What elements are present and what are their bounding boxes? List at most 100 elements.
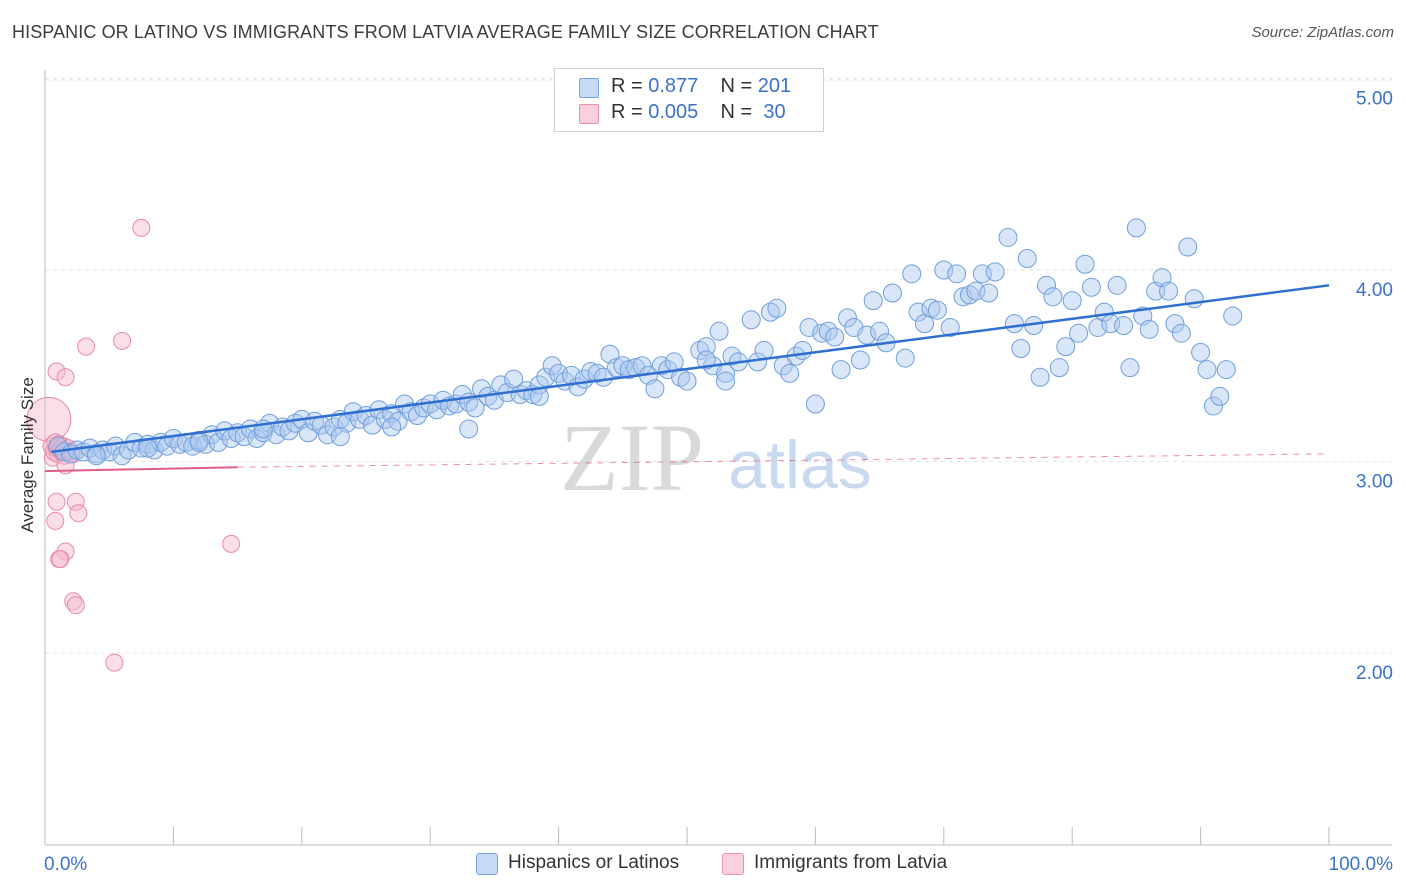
data-point-hispanics — [189, 432, 209, 452]
y-tick-label: 4.00 — [1356, 280, 1393, 301]
data-point-hispanics — [1004, 314, 1024, 334]
data-point-hispanics — [1165, 314, 1185, 334]
legend-swatch-blue — [476, 853, 498, 875]
data-point-hispanics — [1114, 316, 1134, 336]
legend-r-value: 0.877 — [648, 75, 699, 97]
data-point-latvia — [69, 504, 88, 523]
legend-label-hispanics: Hispanics or Latinos — [508, 852, 680, 873]
data-point-latvia — [66, 596, 85, 615]
data-point-hispanics — [1075, 254, 1095, 274]
data-point-latvia — [56, 368, 75, 387]
stats-legend: R = 0.877 N = 201 R = 0.005 N = 30 — [554, 68, 824, 132]
data-point-hispanics — [1223, 306, 1243, 326]
data-point-hispanics — [106, 436, 126, 456]
data-point-hispanics — [696, 337, 716, 357]
data-point-hispanics — [927, 300, 947, 320]
data-point-hispanics — [709, 321, 729, 341]
data-point-hispanics — [1094, 302, 1114, 322]
data-point-hispanics — [953, 287, 973, 307]
data-point-hispanics — [144, 440, 164, 460]
data-point-hispanics — [465, 398, 485, 418]
data-point-latvia — [26, 396, 72, 442]
data-point-hispanics — [208, 432, 228, 452]
data-point-hispanics — [838, 308, 857, 328]
tick-labels: 2.00 3.00 4.00 5.00 0.0% 100.0% — [44, 89, 1393, 876]
data-point-hispanics — [882, 283, 902, 303]
data-point-latvia — [46, 511, 65, 530]
legend-n-label: N = — [720, 101, 758, 123]
data-point-latvia — [66, 492, 85, 511]
data-point-hispanics — [1081, 277, 1101, 297]
y-tick-label: 5.00 — [1356, 89, 1393, 110]
data-point-hispanics — [459, 419, 479, 439]
legend-r-label: R = — [611, 101, 649, 123]
data-point-hispanics — [716, 371, 736, 391]
data-point-latvia — [113, 331, 132, 350]
legend-swatch-pink — [579, 104, 599, 124]
data-point-hispanics — [812, 323, 832, 343]
y-axis-label: Average Family Size — [18, 377, 37, 533]
data-point-hispanics — [324, 417, 344, 437]
legend-n-value: 30 — [757, 101, 786, 123]
data-point-hispanics — [1171, 323, 1191, 343]
trend-line-latvia-extension — [237, 453, 1330, 468]
data-point-hispanics — [382, 417, 402, 437]
data-point-hispanics — [831, 360, 851, 380]
x-tick-label: 100.0% — [1329, 854, 1394, 875]
data-point-hispanics — [696, 350, 716, 370]
data-point-hispanics — [940, 317, 960, 337]
data-point-hispanics — [1210, 386, 1230, 406]
watermark-atlas: atlas — [728, 427, 872, 503]
trend-line-hispanics — [51, 284, 1330, 454]
data-point-hispanics — [1030, 367, 1050, 387]
data-point-hispanics — [895, 348, 915, 368]
data-point-hispanics — [767, 298, 787, 318]
trend-line-latvia — [44, 466, 238, 473]
data-point-latvia — [47, 492, 66, 511]
data-point-latvia — [222, 534, 241, 553]
data-point-hispanics — [799, 317, 819, 337]
data-point-hispanics — [1062, 291, 1082, 311]
data-point-hispanics — [266, 425, 286, 445]
data-point-hispanics — [472, 379, 492, 399]
legend-swatch-pink — [722, 853, 744, 875]
data-point-hispanics — [1017, 249, 1037, 269]
data-point-hispanics — [857, 325, 877, 345]
data-point-hispanics — [1056, 337, 1076, 357]
data-point-hispanics — [1037, 275, 1057, 295]
trend-lines — [44, 284, 1330, 473]
data-point-hispanics — [1011, 339, 1031, 359]
watermark-zip: ZIP — [560, 404, 704, 511]
data-point-hispanics — [870, 321, 890, 341]
data-point-latvia — [132, 218, 151, 237]
data-point-latvia — [105, 653, 124, 672]
data-point-hispanics — [407, 406, 427, 426]
axes — [44, 70, 1392, 846]
data-point-hispanics — [1197, 360, 1217, 380]
legend-n-label: N = — [720, 75, 758, 97]
data-point-hispanics — [850, 350, 870, 370]
legend-r-label: R = — [611, 75, 649, 97]
data-point-hispanics — [741, 310, 761, 330]
data-point-hispanics — [902, 264, 922, 284]
data-point-hispanics — [934, 260, 954, 280]
data-point-hispanics — [1120, 358, 1140, 378]
data-point-hispanics — [619, 360, 639, 380]
chart-title: HISPANIC OR LATINO VS IMMIGRANTS FROM LA… — [12, 22, 879, 42]
x-tick-label: 0.0% — [44, 854, 87, 875]
series-hispanics-or-latinos — [48, 218, 1243, 466]
data-point-hispanics — [1159, 281, 1178, 301]
data-point-hispanics — [86, 446, 106, 466]
data-point-hispanics — [542, 356, 562, 376]
data-point-hispanics — [998, 227, 1018, 247]
data-point-hispanics — [921, 298, 941, 318]
data-point-hispanics — [985, 262, 1005, 282]
data-point-latvia — [51, 550, 70, 569]
data-point-hispanics — [677, 371, 697, 391]
data-point-hispanics — [138, 438, 158, 458]
data-point-hispanics — [825, 327, 845, 347]
data-point-hispanics — [863, 291, 883, 311]
series-immigrants-from-latvia — [26, 218, 241, 672]
series-legend: Hispanics or Latinos Immigrants from Lat… — [0, 850, 1406, 880]
data-point-hispanics — [1191, 342, 1211, 362]
